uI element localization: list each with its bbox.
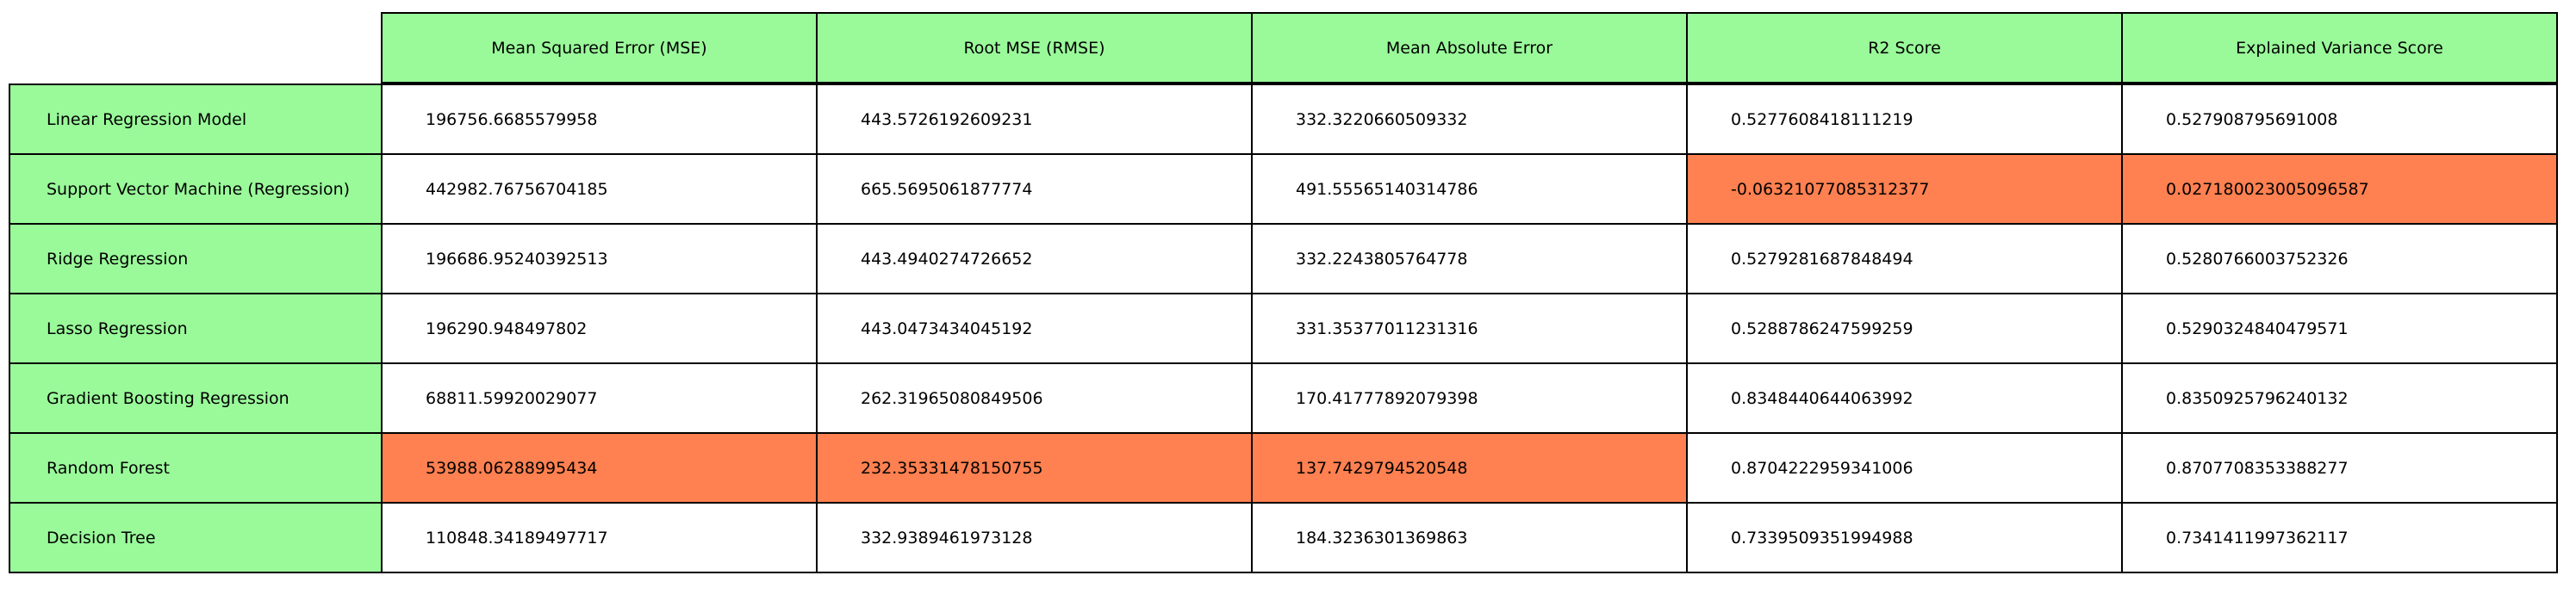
table-cell: 0.8704222959341006 — [1686, 432, 2123, 504]
table-cell: 196756.6685579958 — [381, 84, 818, 155]
table-cell: 170.41777892079398 — [1251, 362, 1688, 434]
table-cell: 184.3236301369863 — [1251, 502, 1688, 573]
column-header: R2 Score — [1686, 12, 2123, 84]
table-cell: 0.527908795691008 — [2121, 84, 2558, 155]
table-cell: 332.2243805764778 — [1251, 223, 1688, 294]
table-cell: 442982.76756704185 — [381, 153, 818, 225]
table-cell: 196686.95240392513 — [381, 223, 818, 294]
table-cell: 0.8707708353388277 — [2121, 432, 2558, 504]
table-cell: -0.06321077085312377 — [1686, 153, 2123, 225]
table-cell: 53988.06288995434 — [381, 432, 818, 504]
metrics-table: Mean Squared Error (MSE) Root MSE (RMSE) M… — [9, 12, 2568, 584]
table-cell: 0.5277608418111219 — [1686, 84, 2123, 155]
row-label: Linear Regression Model — [9, 84, 383, 155]
table-cell: 0.5290324840479571 — [2121, 293, 2558, 364]
table-cell: 110848.34189497717 — [381, 502, 818, 573]
table-cell: 331.35377011231316 — [1251, 293, 1688, 364]
table-cell: 196290.948497802 — [381, 293, 818, 364]
table-cell: 443.5726192609231 — [816, 84, 1253, 155]
table-cell: 0.5279281687848494 — [1686, 223, 2123, 294]
table-cell: 332.3220660509332 — [1251, 84, 1688, 155]
table-cell: 0.8350925796240132 — [2121, 362, 2558, 434]
table-cell: 262.31965080849506 — [816, 362, 1253, 434]
table-cell: 332.9389461973128 — [816, 502, 1253, 573]
table-cell: 232.35331478150755 — [816, 432, 1253, 504]
column-header: Root MSE (RMSE) — [816, 12, 1253, 84]
column-header: Explained Variance Score — [2121, 12, 2558, 84]
row-label: Lasso Regression — [9, 293, 383, 364]
column-header: Mean Absolute Error — [1251, 12, 1688, 84]
table-cell: 665.5695061877774 — [816, 153, 1253, 225]
table-cell: 0.5288786247599259 — [1686, 293, 2123, 364]
table-cell: 137.7429794520548 — [1251, 432, 1688, 504]
column-header: Mean Squared Error (MSE) — [381, 12, 818, 84]
table-cell: 0.5280766003752326 — [2121, 223, 2558, 294]
table-cell: 443.0473434045192 — [816, 293, 1253, 364]
table-cell: 68811.59920029077 — [381, 362, 818, 434]
table-cell: 443.4940274726652 — [816, 223, 1253, 294]
row-label: Gradient Boosting Regression — [9, 362, 383, 434]
table-cell: 0.7341411997362117 — [2121, 502, 2558, 573]
table-cell: 0.027180023005096587 — [2121, 153, 2558, 225]
row-label: Ridge Regression — [9, 223, 383, 294]
table-cell: 491.55565140314786 — [1251, 153, 1688, 225]
row-label: Random Forest — [9, 432, 383, 504]
table-cell: 0.8348440644063992 — [1686, 362, 2123, 434]
row-label: Support Vector Machine (Regression) — [9, 153, 383, 225]
row-label: Decision Tree — [9, 502, 383, 573]
table-cell: 0.7339509351994988 — [1686, 502, 2123, 573]
